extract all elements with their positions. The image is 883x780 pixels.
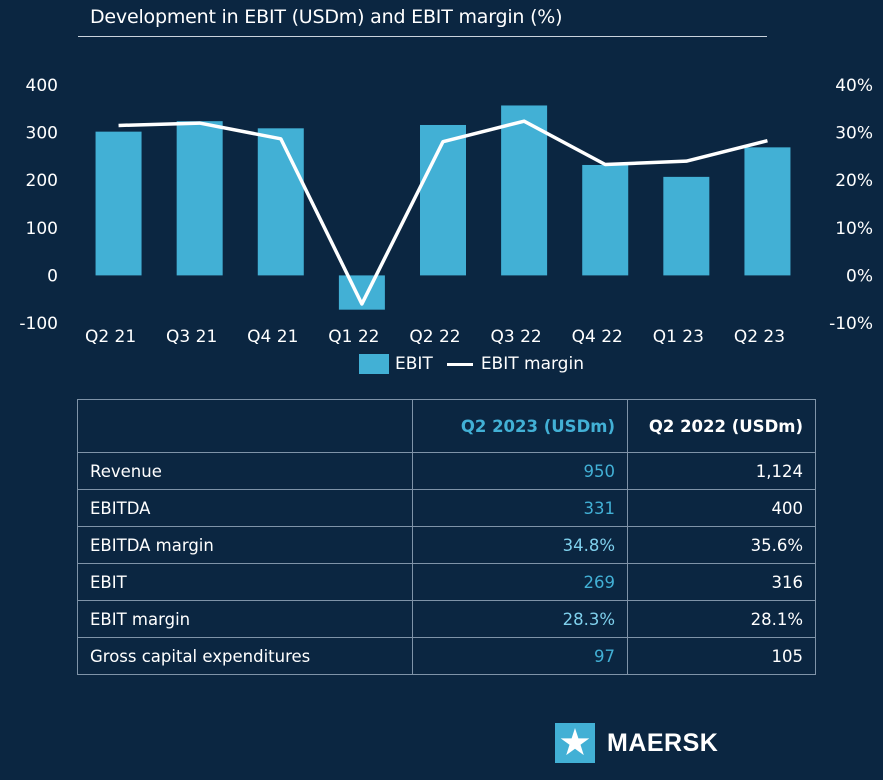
y-left-tick-label: 100 [26, 219, 58, 239]
y-left-tick-label: -100 [19, 314, 58, 334]
bar-ebit [744, 147, 791, 276]
y-right-tick-label: 0% [846, 266, 873, 286]
y-right-tick-label: 40% [835, 76, 873, 96]
row-value-q2-2023: 950 [412, 452, 628, 490]
x-tick-label: Q2 22 [409, 327, 460, 347]
legend-label-ebit: EBIT [395, 354, 433, 374]
row-label: Revenue [77, 452, 413, 490]
row-value-q2-2023: 34.8% [412, 526, 628, 564]
title-divider [78, 36, 767, 37]
row-label: EBITDA [77, 489, 413, 527]
y-right-tick-label: 30% [835, 124, 873, 144]
y-right-tick-label: 20% [835, 171, 873, 191]
table-row: Gross capital expenditures 97 105 [77, 637, 816, 675]
x-tick-label: Q1 23 [653, 327, 704, 347]
row-value-q2-2022: 105 [627, 637, 816, 675]
row-label: EBIT margin [77, 600, 413, 638]
row-value-q2-2023: 331 [412, 489, 628, 527]
row-value-q2-2022: 316 [627, 563, 816, 601]
table-row: Revenue 950 1,124 [77, 452, 816, 490]
legend-label-ebit-margin: EBIT margin [480, 354, 584, 374]
y-left-tick-label: 300 [26, 124, 58, 144]
row-value-q2-2022: 1,124 [627, 452, 816, 490]
bar-ebit [501, 105, 548, 276]
table-header-label [77, 399, 413, 453]
table-header-q2-2023: Q2 2023 (USDm) [412, 399, 628, 453]
x-tick-label: Q2 23 [734, 327, 785, 347]
legend-swatch-ebit-margin [446, 362, 473, 366]
x-tick-label: Q3 22 [490, 327, 541, 347]
row-label: Gross capital expenditures [77, 637, 413, 675]
maersk-star-icon [555, 723, 595, 763]
row-value-q2-2022: 400 [627, 489, 816, 527]
chart-legend: EBIT EBIT margin [359, 352, 584, 376]
bar-ebit [257, 128, 304, 276]
row-value-q2-2023: 97 [412, 637, 628, 675]
ebit-chart: 400 300 200 100 0 -100 40% 30% 20% 10% 0% -10% Q2 21… [19, 76, 873, 347]
bar-ebit [176, 121, 223, 276]
bar-ebit [663, 176, 710, 276]
row-value-q2-2022: 28.1% [627, 600, 816, 638]
kpi-table: Q2 2023 (USDm) Q2 2022 (USDm) Revenue 95… [77, 399, 816, 675]
bar-ebit [420, 124, 466, 276]
y-left-tick-label: 400 [26, 76, 58, 96]
chart-title: Development in EBIT (USDm) and EBIT marg… [90, 6, 563, 28]
row-label: EBIT [77, 563, 413, 601]
row-value-q2-2023: 28.3% [412, 600, 628, 638]
x-tick-label: Q4 22 [572, 327, 623, 347]
x-tick-label: Q4 21 [247, 327, 298, 347]
row-value-q2-2023: 269 [412, 563, 628, 601]
legend-swatch-ebit [359, 354, 389, 374]
table-row: EBIT margin 28.3% 28.1% [77, 600, 816, 638]
bar-ebit [582, 164, 629, 276]
table-header-q2-2022: Q2 2022 (USDm) [627, 399, 816, 453]
x-tick-label: Q3 21 [166, 327, 217, 347]
table-row: EBITDA margin 34.8% 35.6% [77, 526, 816, 564]
maersk-wordmark: MAERSK [607, 728, 719, 757]
y-right-tick-label: 10% [835, 219, 873, 239]
row-label: EBITDA margin [77, 526, 413, 564]
bar-ebit [95, 131, 142, 276]
table-row: EBITDA 331 400 [77, 489, 816, 527]
line-ebit-margin [118, 119, 768, 306]
y-left-tick-label: 200 [26, 171, 58, 191]
table-header-row: Q2 2023 (USDm) Q2 2022 (USDm) [77, 399, 816, 453]
table-row: EBIT 269 316 [77, 563, 816, 601]
maersk-logo: MAERSK [555, 722, 718, 764]
x-tick-label: Q2 21 [85, 327, 136, 347]
row-value-q2-2022: 35.6% [627, 526, 816, 564]
y-left-tick-label: 0 [47, 266, 58, 286]
y-right-tick-label: -10% [829, 314, 873, 334]
x-tick-label: Q1 22 [328, 327, 379, 347]
